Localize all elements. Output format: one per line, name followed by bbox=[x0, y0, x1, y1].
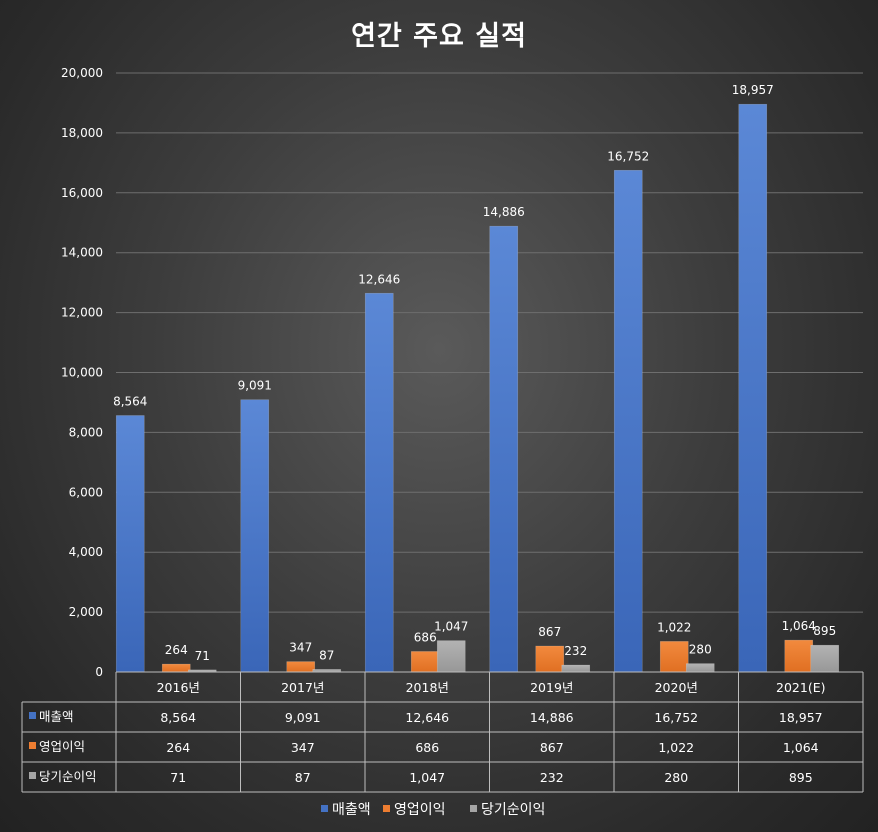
table-cell: 18,957 bbox=[779, 710, 823, 725]
table-cell: 895 bbox=[789, 770, 813, 785]
data-label: 1,047 bbox=[434, 620, 468, 634]
bar-operating-profit bbox=[286, 661, 316, 673]
data-label: 280 bbox=[689, 643, 712, 657]
data-label: 232 bbox=[564, 644, 587, 658]
data-label: 347 bbox=[289, 641, 312, 655]
data-label: 16,752 bbox=[607, 149, 649, 163]
table-legend-key bbox=[29, 772, 36, 779]
data-label: 87 bbox=[319, 648, 334, 662]
y-tick-label: 4,000 bbox=[69, 545, 103, 559]
legend-label: 매출액 bbox=[332, 802, 371, 818]
table-row-label: 당기순이익 bbox=[39, 769, 97, 784]
data-label: 264 bbox=[165, 643, 188, 657]
bar-revenue bbox=[240, 399, 270, 673]
data-label: 14,886 bbox=[483, 205, 525, 219]
table-cell: 686 bbox=[415, 740, 439, 755]
table-cell: 280 bbox=[664, 770, 688, 785]
y-tick-label: 2,000 bbox=[69, 605, 103, 619]
y-tick-label: 8,000 bbox=[69, 425, 103, 439]
data-label: 895 bbox=[813, 624, 836, 638]
bar-operating-profit bbox=[659, 641, 689, 673]
bar-revenue bbox=[115, 415, 145, 673]
table-cell: 867 bbox=[540, 740, 564, 755]
bar-operating-profit bbox=[784, 639, 814, 673]
data-label: 1,064 bbox=[782, 619, 816, 633]
legend-swatch bbox=[321, 805, 328, 812]
y-tick-label: 12,000 bbox=[61, 306, 103, 320]
bar-net-income bbox=[810, 644, 840, 673]
table-cell: 232 bbox=[540, 770, 564, 785]
legend: 매출액 영업이익 당기순이익 bbox=[321, 802, 545, 818]
table-row-label: 매출액 bbox=[39, 709, 74, 724]
table-cell: 12,646 bbox=[405, 710, 449, 725]
bar-revenue bbox=[613, 169, 643, 673]
data-table: 2016년 2017년 2018년 2019년 2020년 2021(E) 매출액 8,564… bbox=[21, 671, 864, 793]
table-legend-key bbox=[29, 742, 36, 749]
table-cell: 16,752 bbox=[654, 710, 698, 725]
table-cell: 1,064 bbox=[783, 740, 819, 755]
y-tick-label: 18,000 bbox=[61, 126, 103, 140]
data-label: 71 bbox=[195, 649, 210, 663]
bar-net-income bbox=[561, 664, 591, 673]
data-label: 12,646 bbox=[358, 272, 400, 286]
bar-operating-profit bbox=[410, 651, 440, 673]
bar-operating-profit bbox=[161, 663, 191, 673]
table-cell: 71 bbox=[170, 770, 186, 785]
y-axis: 0 2,000 4,000 6,000 8,000 10,000 12,000 14,000 1… bbox=[61, 66, 103, 679]
data-label: 18,957 bbox=[732, 83, 774, 97]
data-label: 1,022 bbox=[657, 620, 691, 634]
gridlines bbox=[116, 72, 863, 613]
bar-revenue bbox=[738, 103, 768, 673]
y-tick-label: 20,000 bbox=[61, 66, 103, 80]
data-label: 9,091 bbox=[238, 379, 272, 393]
category-label: 2021(E) bbox=[776, 680, 825, 695]
bar-operating-profit bbox=[535, 645, 565, 673]
table-row-label: 영업이익 bbox=[39, 739, 85, 754]
legend-swatch bbox=[383, 805, 390, 812]
data-labels: 8,564 9,091 12,646 14,886 16,752 18,957 264 347… bbox=[113, 83, 836, 663]
table-cell: 87 bbox=[295, 770, 311, 785]
table-cell: 1,022 bbox=[658, 740, 694, 755]
table-cell: 14,886 bbox=[530, 710, 574, 725]
data-label: 8,564 bbox=[113, 395, 147, 409]
y-tick-label: 10,000 bbox=[61, 366, 103, 380]
category-label: 2018년 bbox=[406, 680, 449, 695]
bars bbox=[115, 103, 840, 673]
bar-revenue bbox=[489, 225, 519, 673]
table-legend-key bbox=[29, 712, 36, 719]
table-cell: 8,564 bbox=[160, 710, 196, 725]
legend-label: 영업이익 bbox=[394, 802, 446, 818]
y-tick-label: 0 bbox=[95, 665, 103, 679]
y-tick-label: 14,000 bbox=[61, 246, 103, 260]
table-cell: 347 bbox=[291, 740, 315, 755]
legend-swatch bbox=[470, 805, 477, 812]
table-cell: 1,047 bbox=[409, 770, 445, 785]
y-tick-label: 6,000 bbox=[69, 485, 103, 499]
category-label: 2019년 bbox=[530, 680, 573, 695]
bar-revenue bbox=[364, 292, 394, 673]
y-tick-label: 16,000 bbox=[61, 186, 103, 200]
chart-title: 연간 주요 실적 bbox=[351, 21, 527, 52]
category-label: 2017년 bbox=[281, 680, 324, 695]
legend-label: 당기순이익 bbox=[481, 802, 545, 818]
table-cell: 264 bbox=[166, 740, 190, 755]
category-label: 2020년 bbox=[655, 680, 698, 695]
data-label: 867 bbox=[538, 625, 561, 639]
category-label: 2016년 bbox=[157, 680, 200, 695]
data-label: 686 bbox=[414, 630, 437, 644]
bar-net-income bbox=[436, 640, 466, 673]
table-cell: 9,091 bbox=[285, 710, 321, 725]
bar-net-income bbox=[685, 663, 715, 673]
